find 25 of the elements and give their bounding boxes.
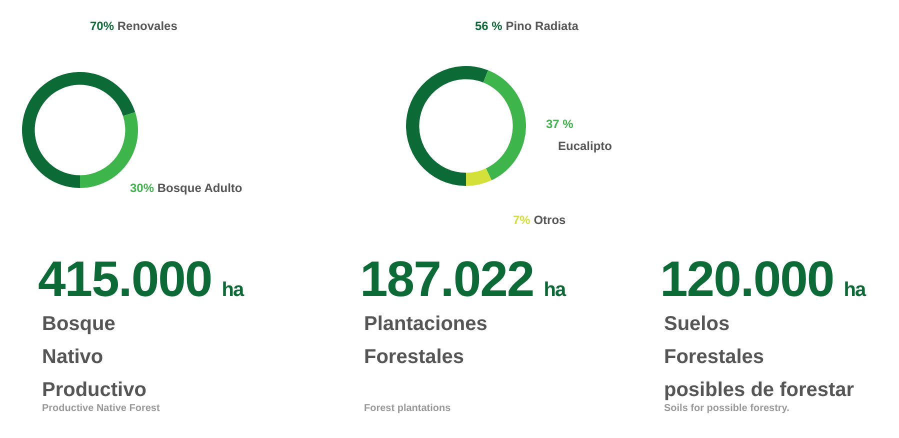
slice-label: Eucalipto [558, 139, 612, 153]
data-label: 7% [513, 213, 531, 227]
data-label: 56 % [475, 19, 503, 33]
text: ha [544, 279, 567, 301]
text: ha [844, 279, 867, 301]
slice-label: Renovales [114, 19, 178, 33]
data-label: 37 % [546, 117, 574, 131]
data-label: 30% [130, 181, 154, 195]
text: Productive Native Forest [42, 403, 160, 414]
text: 415.000 [38, 251, 212, 307]
text: Bosque Nativo Productivo [42, 313, 146, 401]
slice-label: Otros [530, 213, 566, 227]
text: 187.022 [360, 251, 534, 307]
text: Suelos Forestales posibles de forestar [664, 313, 854, 401]
text: 120.000 [660, 251, 834, 307]
text: Plantaciones Forestales [364, 313, 488, 368]
data-label: 70% [90, 19, 114, 33]
donut-slice [466, 168, 492, 186]
slice-label: Pino Radiata [502, 19, 579, 33]
text: Soils for possible forestry. [664, 403, 790, 414]
donut-slice [483, 70, 526, 180]
text: Forest plantations [364, 403, 452, 414]
text: ha [222, 279, 245, 301]
slice-label: Bosque Adulto [154, 181, 242, 195]
donut-slice [406, 66, 488, 186]
